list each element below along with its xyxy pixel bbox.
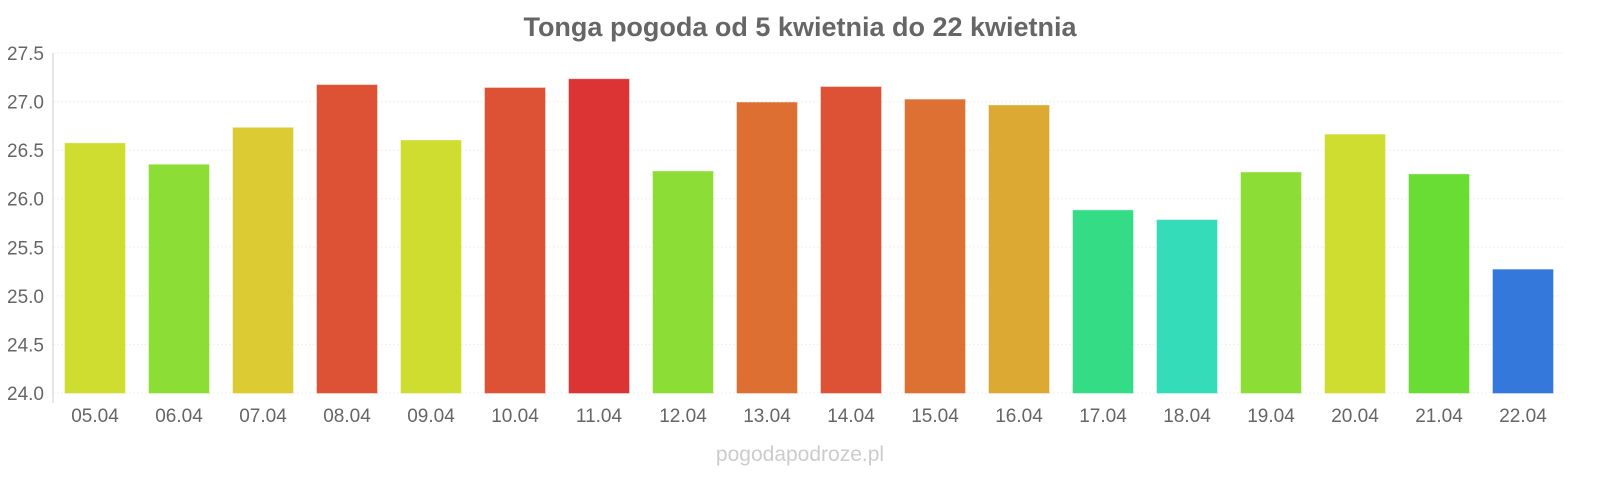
- x-tick-label: 07.04: [239, 406, 287, 427]
- x-tick-label: 13.04: [743, 406, 791, 427]
- x-tick-label: 21.04: [1415, 406, 1463, 427]
- bar-22.04[interactable]: [1492, 269, 1554, 394]
- x-tick-label: 12.04: [659, 406, 707, 427]
- x-tick-label: 11.04: [576, 406, 623, 427]
- x-tick-label: 17.04: [1079, 406, 1127, 427]
- y-tick-label: 27.0: [7, 93, 44, 114]
- x-tick-label: 18.04: [1163, 406, 1211, 427]
- y-tick-label: 26.0: [7, 190, 44, 211]
- y-tick-label: 27.5: [7, 44, 44, 65]
- x-tick-label: 09.04: [407, 406, 455, 427]
- y-tick-label: 24.5: [7, 335, 44, 356]
- watermark: pogodapodroze.pl: [716, 443, 884, 466]
- x-tick-label: 08.04: [323, 406, 371, 427]
- bar-15.04[interactable]: [904, 99, 966, 394]
- x-tick-label: 22.04: [1499, 406, 1547, 427]
- bar-17.04[interactable]: [1072, 209, 1134, 394]
- bar-13.04[interactable]: [736, 102, 798, 394]
- bar-11.04[interactable]: [568, 78, 630, 394]
- bar-21.04[interactable]: [1408, 173, 1470, 394]
- bar-05.04[interactable]: [64, 142, 126, 394]
- y-tick-label: 26.5: [7, 141, 44, 162]
- y-tick-label: 24.0: [7, 384, 44, 405]
- x-tick-label: 20.04: [1331, 406, 1379, 427]
- bar-16.04[interactable]: [988, 104, 1050, 394]
- y-tick-label: 25.5: [7, 238, 44, 259]
- x-tick-label: 19.04: [1247, 406, 1295, 427]
- x-tick-label: 06.04: [155, 406, 203, 427]
- bar-08.04[interactable]: [316, 84, 378, 394]
- y-tick-label: 25.0: [7, 287, 44, 308]
- x-tick-label: 10.04: [491, 406, 539, 427]
- bar-18.04[interactable]: [1156, 219, 1218, 394]
- chart-title: Tonga pogoda od 5 kwietnia do 22 kwietni…: [523, 12, 1077, 42]
- x-tick-label: 16.04: [995, 406, 1043, 427]
- bar-07.04[interactable]: [232, 127, 294, 394]
- bar-20.04[interactable]: [1324, 134, 1386, 394]
- bar-09.04[interactable]: [400, 139, 462, 394]
- bar-10.04[interactable]: [484, 87, 546, 394]
- x-tick-label: 14.04: [827, 406, 875, 427]
- bar-06.04[interactable]: [148, 164, 210, 394]
- bar-14.04[interactable]: [820, 86, 882, 394]
- bar-12.04[interactable]: [652, 171, 714, 394]
- x-tick-label: 15.04: [911, 406, 959, 427]
- bar-19.04[interactable]: [1240, 171, 1302, 394]
- x-tick-label: 05.04: [71, 406, 119, 427]
